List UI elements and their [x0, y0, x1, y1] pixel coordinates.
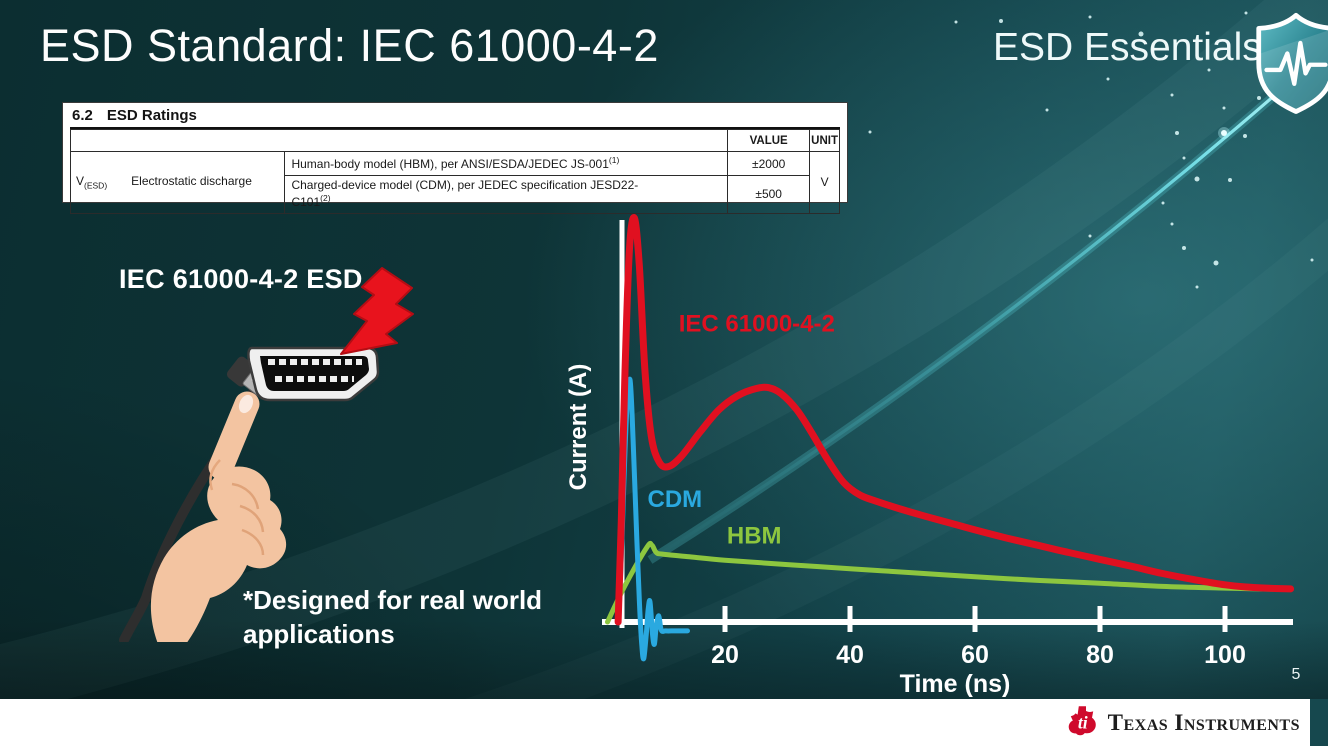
- cdm-value: ±500: [727, 175, 811, 214]
- x-tick-label: 80: [1086, 641, 1114, 669]
- parameter-symbol: V(ESD): [76, 174, 108, 191]
- star-dot: [1244, 11, 1248, 15]
- unit-header: UNIT: [809, 129, 840, 152]
- cdm-description: Charged-device model (CDM), per JEDEC sp…: [284, 175, 729, 214]
- ratings-heading: 6.2 ESD Ratings: [70, 107, 840, 129]
- hdmi-connector-icon: [247, 346, 380, 402]
- star-dot: [954, 20, 958, 24]
- ti-logo-text: Texas Instruments: [1107, 709, 1300, 735]
- unit-value: V: [809, 151, 840, 214]
- parameter-name: Electrostatic discharge: [131, 174, 252, 189]
- hbm-value: ±2000: [727, 151, 811, 176]
- fingernail: [238, 394, 254, 414]
- x-tick-label: 60: [961, 641, 989, 669]
- shield-pulse-icon: [1256, 12, 1328, 114]
- x-tick-label: 40: [836, 641, 864, 669]
- star-dot: [1106, 77, 1110, 81]
- hand-illustration: [150, 391, 287, 642]
- curve-cdm: [616, 376, 690, 662]
- series-title: ESD Essentials: [993, 26, 1262, 69]
- star-dot: [1222, 106, 1226, 110]
- footer-bar: ti Texas Instruments: [0, 699, 1310, 746]
- x-tick-label: 20: [711, 641, 739, 669]
- star-dot: [1088, 15, 1092, 19]
- svg-text:ti: ti: [1078, 712, 1088, 732]
- star-dot: [1243, 134, 1247, 138]
- hbm-description: Human-body model (HBM), per ANSI/ESDA/JE…: [284, 151, 729, 176]
- section-number: 6.2: [72, 107, 93, 124]
- parameter-cell: V(ESD) Electrostatic discharge: [69, 151, 286, 214]
- star-dot: [1228, 178, 1232, 182]
- curve-label-iec-61000-4-2: IEC 61000-4-2: [679, 310, 835, 337]
- esd-illustration: [119, 267, 414, 642]
- value-header: VALUE: [727, 129, 811, 152]
- section-title: ESD Ratings: [106, 107, 197, 124]
- x-tick-label: 100: [1204, 641, 1246, 669]
- ratings-table: VALUE UNIT V(ESD) Electrostatic discharge…: [69, 129, 840, 214]
- curve-label-cdm: CDM: [648, 486, 703, 513]
- y-axis-title: Current (A): [565, 364, 592, 491]
- ti-logo: ti Texas Instruments: [1066, 705, 1300, 741]
- curve-hbm: [605, 540, 1281, 625]
- star-dot: [868, 130, 872, 134]
- star-dot: [1170, 93, 1174, 97]
- star-dot: [999, 19, 1003, 23]
- designed-note: *Designed for real world applications: [243, 583, 542, 651]
- iec-esd-caption: IEC 61000-4-2 ESD: [119, 264, 363, 294]
- heartbeat-pulse-line: [1264, 40, 1328, 86]
- ti-logo-icon: ti: [1068, 705, 1096, 735]
- esd-waveform-chart: 20 40 60 80 100 Time (ns) Current (A) HBM CDM IEC…: [565, 214, 1295, 698]
- empty-header-cell: [69, 129, 729, 152]
- x-axis-title: Time (ns): [900, 670, 1011, 698]
- comet-head-core: [1221, 130, 1227, 136]
- star-dot: [1182, 156, 1186, 160]
- slide-title: ESD Standard: IEC 61000-4-2: [40, 20, 659, 71]
- curve-iec-61000-4-2: [614, 214, 1295, 626]
- star-dot: [1175, 131, 1179, 135]
- comet-head: [1218, 127, 1230, 139]
- page-number: 5: [1291, 666, 1301, 683]
- curve-label-hbm: HBM: [727, 523, 782, 550]
- table-row: V(ESD) Electrostatic discharge Human-body…: [69, 151, 840, 214]
- ratings-table-card: 6.2 ESD Ratings VALUE UNIT V(ESD) Electros…: [62, 102, 848, 214]
- note-line-2: applications: [243, 619, 395, 649]
- star-dot: [1194, 176, 1200, 182]
- star-dot: [1045, 108, 1049, 112]
- note-line-1: *Designed for real world: [243, 585, 543, 615]
- lightning-bolt-icon: [340, 267, 414, 355]
- table-row: Charged-device model (CDM), per JEDEC sp…: [71, 175, 840, 214]
